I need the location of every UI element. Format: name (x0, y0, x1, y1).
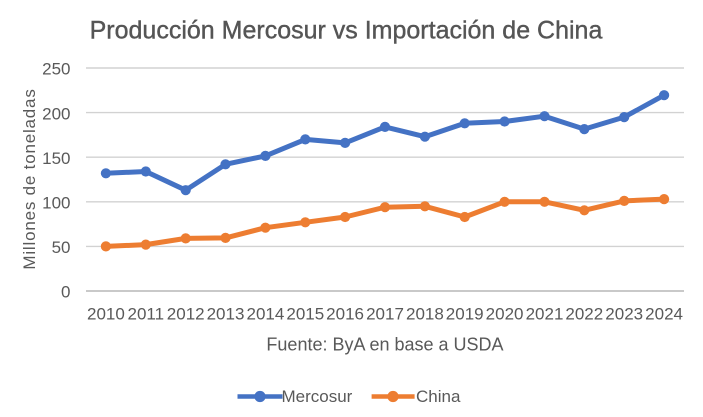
svg-text:Millones de toneladas: Millones de toneladas (20, 88, 39, 269)
svg-text:2019: 2019 (446, 305, 484, 324)
svg-text:2014: 2014 (246, 305, 284, 324)
svg-text:2016: 2016 (326, 305, 364, 324)
svg-text:0: 0 (61, 283, 70, 302)
svg-text:Producción Mercosur vs Importa: Producción Mercosur vs Importación de Ch… (90, 17, 603, 45)
svg-text:2024: 2024 (645, 305, 683, 324)
svg-text:Fuente: ByA en base a USDA: Fuente: ByA en base a USDA (266, 335, 503, 355)
svg-text:2012: 2012 (167, 305, 205, 324)
svg-text:2015: 2015 (286, 305, 324, 324)
svg-text:China: China (416, 387, 461, 406)
svg-text:50: 50 (52, 238, 71, 257)
svg-text:2021: 2021 (526, 305, 564, 324)
svg-text:100: 100 (42, 194, 70, 213)
svg-text:200: 200 (42, 104, 70, 123)
svg-text:2010: 2010 (87, 305, 125, 324)
svg-text:Mercosur: Mercosur (282, 387, 353, 406)
svg-text:2020: 2020 (486, 305, 524, 324)
svg-text:2018: 2018 (406, 305, 444, 324)
svg-text:2022: 2022 (565, 305, 603, 324)
svg-text:2023: 2023 (605, 305, 643, 324)
svg-text:2017: 2017 (366, 305, 404, 324)
svg-text:2013: 2013 (207, 305, 245, 324)
svg-text:2011: 2011 (128, 305, 165, 324)
svg-text:150: 150 (42, 149, 70, 168)
svg-text:250: 250 (42, 60, 70, 79)
